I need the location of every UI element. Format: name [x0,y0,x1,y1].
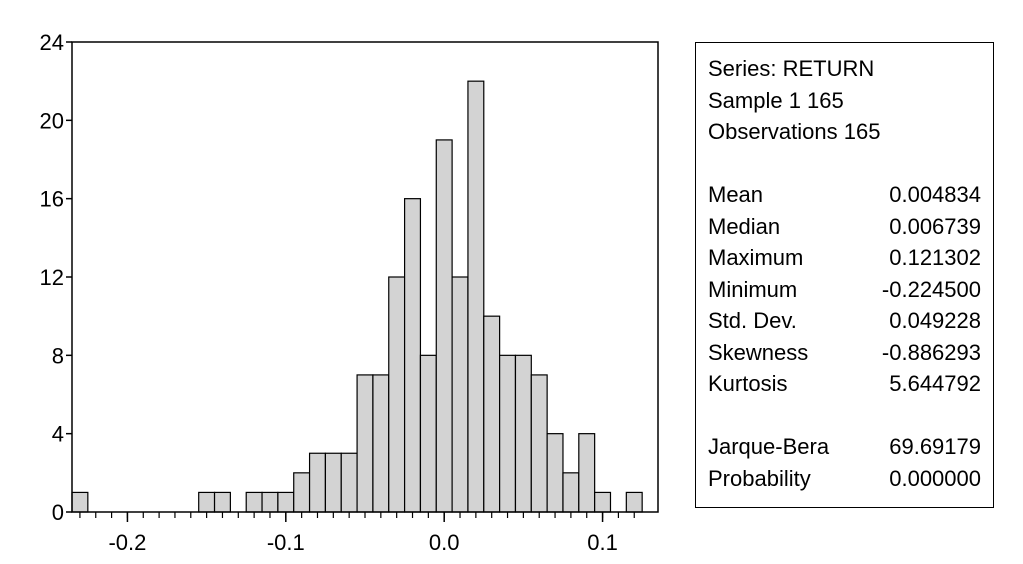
stat-label: Minimum [708,276,798,302]
histogram-bar-12 [261,491,279,513]
stats-row-skewness: Skewness -0.886293 [708,337,981,369]
histogram-bar-27 [499,354,517,513]
stat-value: 5.644792 [889,371,981,396]
stat-value: 69.69179 [889,434,981,459]
stat-label: Std. Dev. [708,308,797,333]
histogram-bar-29 [530,374,548,513]
y-tick-label-1: 4 [52,422,64,447]
histogram-bar-31 [562,472,580,513]
x-axis-ticks: -0.2 -0.1 0.0 0.1 [79,512,635,555]
stats-row-maximum: Maximum 0.121302 [708,242,981,274]
histogram-bar-20 [388,276,406,513]
x-tick-label-0: -0.2 [108,530,146,555]
histogram-bar-24 [451,276,469,513]
stat-value: 0.006739 [889,213,981,239]
descriptive-statistics-box: Series: RETURN Sample 1 165 Observations… [695,42,994,508]
stat-label: Probability [708,465,811,491]
x-tick-label-3: 0.1 [587,530,618,555]
stats-observations: Observations 165 [708,119,881,144]
histogram-bar-30 [546,433,564,513]
histogram-bar-19 [372,374,390,513]
histogram-bar-21 [403,198,422,513]
histogram-bar-25 [467,80,485,513]
x-tick-label-1: -0.1 [267,530,305,555]
stats-series-name: Series: RETURN [708,56,875,81]
histogram-bar-26 [483,315,501,513]
stats-row-median: Median 0.006739 [708,211,981,243]
y-tick-label-6: 24 [40,30,64,55]
histogram-bar-17 [340,452,358,513]
stats-sample-range: Sample 1 165 [708,87,844,113]
histogram-bar-16 [324,452,342,513]
stat-label: Jarque-Bera [708,434,830,459]
histogram-bar-13 [277,491,295,513]
y-axis-ticks: 0 4 8 12 16 20 24 [40,30,72,525]
histogram-bars [71,80,643,513]
stats-row-jarque-bera: Jarque-Bera 69.69179 [708,431,981,463]
histogram-bar-22 [419,354,437,513]
stats-row-mean: Mean 0.004834 [708,179,981,211]
y-tick-label-2: 8 [52,343,64,368]
stats-row-std-dev: Std. Dev. 0.049228 [708,305,981,337]
stat-value: 0.000000 [889,465,981,491]
stat-value: -0.886293 [881,339,981,365]
stat-value: 0.049228 [889,308,981,333]
y-tick-label-0: 0 [52,500,64,525]
histogram-bar-35 [625,491,643,513]
y-tick-label-4: 16 [40,187,64,212]
stat-value: -0.224500 [881,276,981,302]
histogram-bar-28 [514,354,532,513]
stat-label: Mean [708,182,764,207]
histogram-bar-9 [213,491,231,513]
stat-label: Kurtosis [708,371,788,396]
stat-label: Skewness [708,339,809,365]
stats-row-minimum: Minimum -0.224500 [708,274,981,306]
stat-value: 0.004834 [889,182,981,207]
histogram-bar-32 [578,433,596,513]
stat-label: Median [708,213,781,239]
histogram-bar-23 [435,139,453,513]
histogram-bar-0 [71,491,89,513]
stat-label: Maximum [708,245,804,270]
stats-row-probability: Probability 0.000000 [708,463,981,495]
stat-value: 0.121302 [889,245,981,270]
histogram-bar-15 [308,452,327,513]
histogram-bar-33 [594,491,612,513]
y-tick-label-3: 12 [40,265,64,290]
histogram-bar-14 [293,472,311,513]
histogram-bar-18 [356,374,374,513]
histogram-bar-11 [245,491,263,513]
histogram-bar-8 [198,491,216,513]
y-tick-label-5: 20 [40,108,64,133]
stats-spacer [708,400,981,432]
stats-row-kurtosis: Kurtosis 5.644792 [708,368,981,400]
histogram-chart: 0 4 8 12 16 20 24 -0.2 -0.1 0.0 0.1 [40,30,659,555]
stats-spacer [708,148,981,180]
x-tick-label-2: 0.0 [429,530,460,555]
